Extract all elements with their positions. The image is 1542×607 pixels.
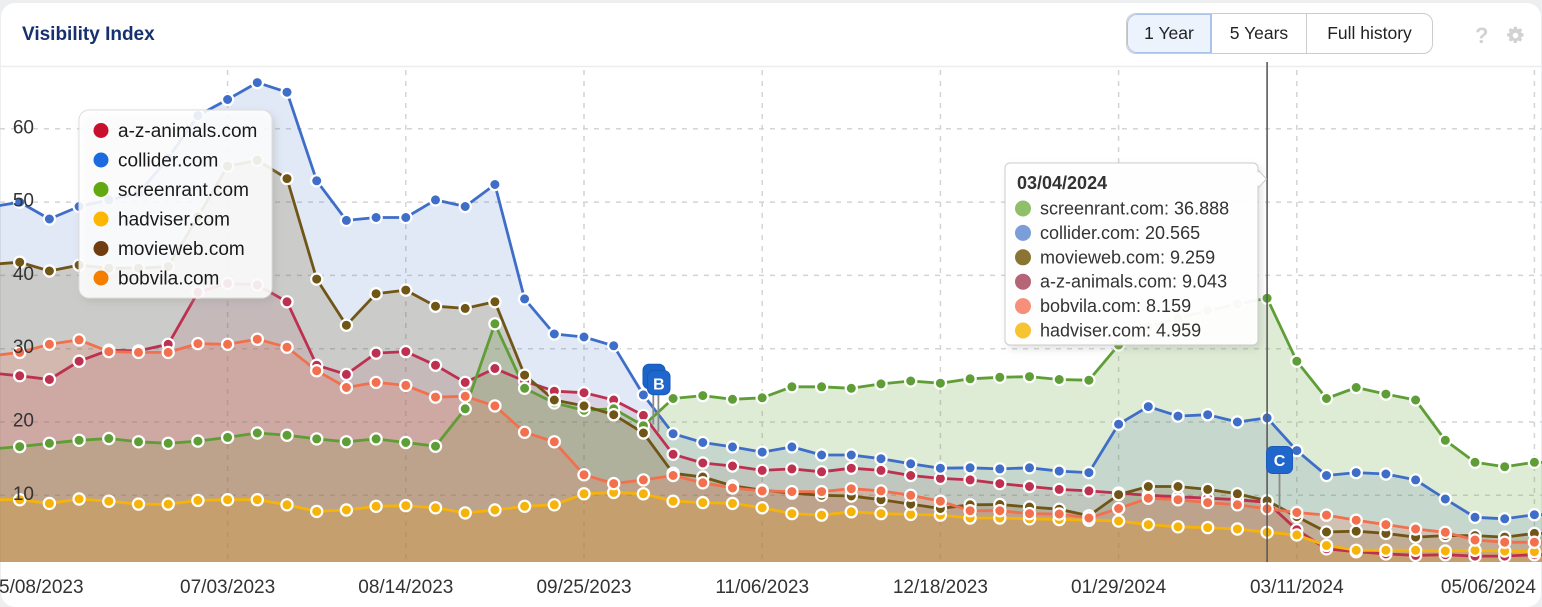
- svg-text:08/14/2023: 08/14/2023: [358, 577, 453, 598]
- svg-text:30: 30: [13, 337, 34, 358]
- svg-text:05/06/2024: 05/06/2024: [1441, 577, 1537, 598]
- svg-text:12/18/2023: 12/18/2023: [893, 577, 988, 598]
- svg-text:hadviser.com: hadviser.com: [118, 210, 230, 231]
- svg-text:B: B: [653, 377, 665, 394]
- svg-text:bobvila.com: bobvila.com: [118, 269, 219, 290]
- svg-text:11/06/2023: 11/06/2023: [715, 577, 809, 598]
- svg-text:09/25/2023: 09/25/2023: [536, 577, 631, 598]
- svg-text:a-z-animals.com: 9.043: a-z-animals.com: 9.043: [1040, 272, 1227, 292]
- svg-text:movieweb.com: 9.259: movieweb.com: 9.259: [1040, 247, 1215, 267]
- svg-text:screenrant.com: screenrant.com: [118, 180, 249, 201]
- svg-text:03/04/2024: 03/04/2024: [1017, 173, 1107, 193]
- svg-text:50: 50: [13, 191, 34, 212]
- svg-text:07/03/2023: 07/03/2023: [180, 577, 275, 598]
- svg-text:hadviser.com: 4.959: hadviser.com: 4.959: [1040, 321, 1201, 341]
- svg-text:10: 10: [13, 484, 34, 505]
- svg-text:screenrant.com: 36.888: screenrant.com: 36.888: [1040, 199, 1229, 219]
- svg-text:movieweb.com: movieweb.com: [118, 239, 245, 260]
- svg-text:03/11/2024: 03/11/2024: [1250, 577, 1344, 598]
- svg-text:20: 20: [13, 411, 34, 432]
- svg-text:bobvila.com: 8.159: bobvila.com: 8.159: [1040, 296, 1191, 316]
- svg-text:40: 40: [13, 264, 34, 285]
- svg-text:a-z-animals.com: a-z-animals.com: [118, 121, 257, 142]
- svg-text:collider.com: 20.565: collider.com: 20.565: [1040, 223, 1200, 243]
- svg-text:collider.com: collider.com: [118, 151, 218, 172]
- svg-text:60: 60: [13, 117, 34, 138]
- svg-text:01/29/2024: 01/29/2024: [1071, 577, 1167, 598]
- svg-text:5/08/2023: 5/08/2023: [0, 577, 84, 598]
- svg-text:C: C: [1274, 453, 1286, 470]
